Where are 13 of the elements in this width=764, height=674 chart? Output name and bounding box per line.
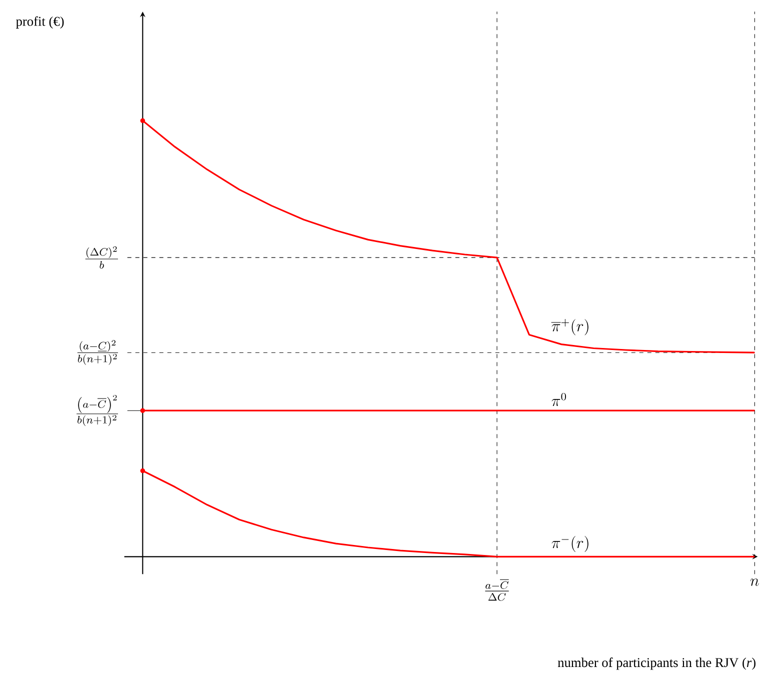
- point: [140, 408, 146, 413]
- point: [140, 118, 146, 123]
- series-label: $\overline{\pi}^{+}(r)$: [551, 318, 588, 336]
- ref-line-label: $\frac{(a-\underline{C})^2}{b(n+1)^2}$: [77, 340, 118, 365]
- point: [140, 468, 146, 474]
- text: profit (€): [16, 16, 64, 28]
- x-axis-title: number of participants in the RJV (r): [558, 657, 756, 670]
- ref-line-label: $\frac{\left(a-\overline{C}\right)^2}{b(n+1)^2}$: [76, 394, 118, 426]
- ref-line-label: $\frac{(\Delta C)^2}{b}$: [85, 246, 118, 269]
- x-tick-label: $\frac{a-\overline{C}}{\Delta C}$: [485, 580, 509, 601]
- series-label: $\pi^{-}(r)$: [552, 536, 588, 552]
- x-tick-label: $n$: [750, 578, 759, 586]
- series-label: $\pi^{0}$: [552, 392, 566, 406]
